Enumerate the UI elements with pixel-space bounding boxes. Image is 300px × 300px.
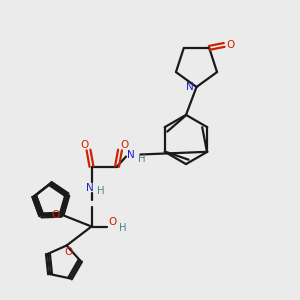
Text: N: N [86,183,94,193]
Text: H: H [119,223,127,233]
Text: O: O [227,40,235,50]
Text: H: H [138,154,146,164]
Text: O: O [64,247,72,257]
Text: N: N [127,150,135,160]
Text: O: O [51,210,59,220]
Text: N: N [186,82,194,92]
Text: O: O [120,140,128,151]
Text: H: H [97,186,105,196]
Text: O: O [80,140,88,151]
Text: O: O [108,217,117,227]
